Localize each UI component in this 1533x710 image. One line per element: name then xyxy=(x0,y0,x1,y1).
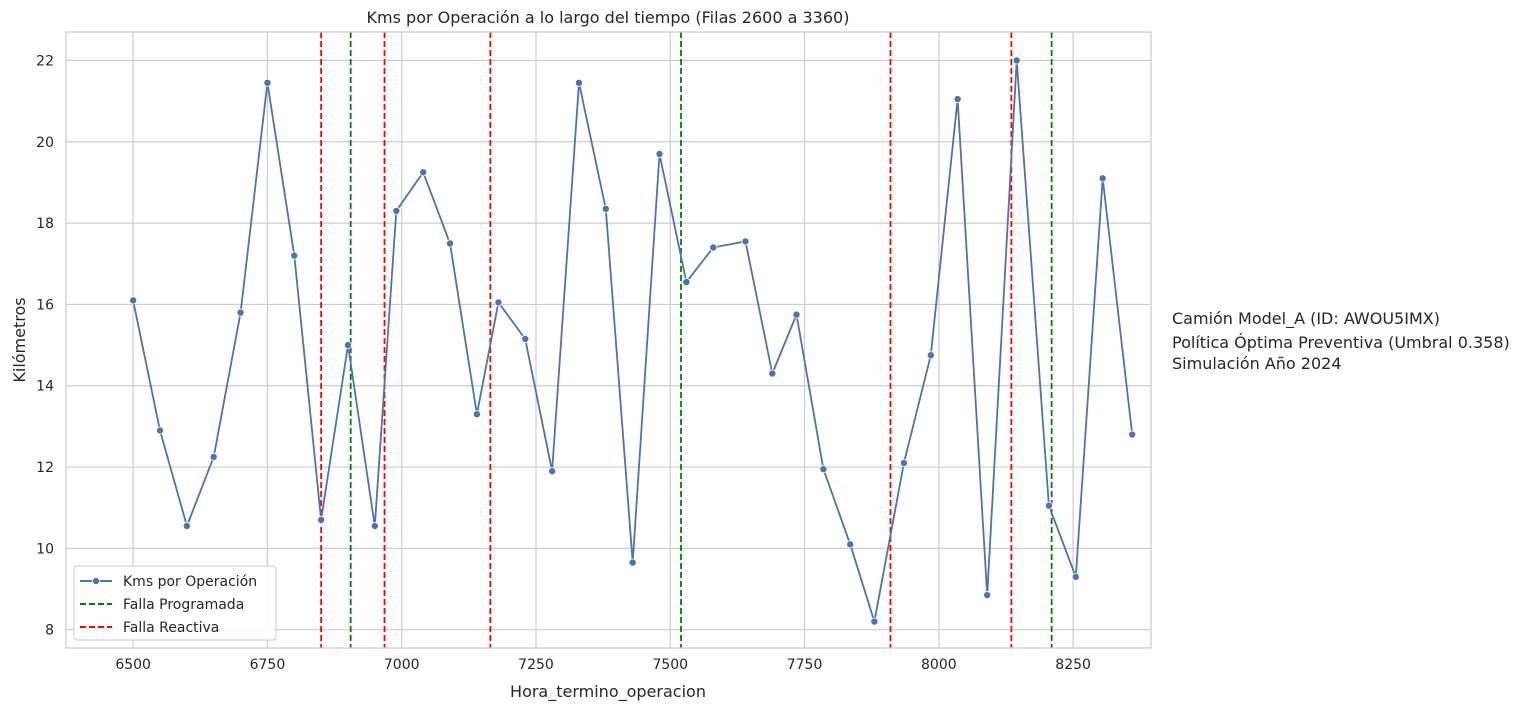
plot-frame xyxy=(65,31,1152,649)
data-point xyxy=(209,452,218,461)
x-tick-labels: 6500 6750 7000 7250 7500 7750 8000 8250 xyxy=(115,657,1091,673)
data-point xyxy=(263,78,272,87)
data-point xyxy=(682,278,691,287)
data-point xyxy=(792,310,801,319)
data-point xyxy=(741,237,750,246)
x-tick-label: 6500 xyxy=(115,657,151,673)
data-point xyxy=(628,558,637,567)
legend-entry-programada: Falla Programada xyxy=(80,597,244,613)
y-tick-label: 10 xyxy=(36,541,54,557)
data-point xyxy=(601,204,610,213)
x-tick-label: 7750 xyxy=(787,657,823,673)
data-point xyxy=(290,251,299,260)
data-point xyxy=(1012,56,1021,65)
legend-programada-label: Falla Programada xyxy=(123,597,244,613)
data-point xyxy=(846,540,855,549)
data-point xyxy=(472,410,481,419)
legend-reactiva-label: Falla Reactiva xyxy=(123,620,219,636)
y-tick-label: 14 xyxy=(36,379,54,395)
data-point xyxy=(819,465,828,474)
y-tick-label: 16 xyxy=(36,297,54,313)
data-point xyxy=(182,522,191,531)
legend-series-marker-icon xyxy=(92,577,101,586)
data-point xyxy=(709,243,718,252)
x-tick-label: 7250 xyxy=(518,657,554,673)
data-point xyxy=(899,458,908,467)
data-point xyxy=(129,296,138,305)
annotation-line-3: Simulación Año 2024 xyxy=(1172,354,1342,373)
data-point xyxy=(370,522,379,531)
data-point xyxy=(155,426,164,435)
annotation-line-2: Política Óptima Preventiva (Umbral 0.358… xyxy=(1172,333,1510,352)
data-point xyxy=(548,467,557,476)
legend-box xyxy=(73,565,277,641)
y-tick-label: 22 xyxy=(36,53,54,69)
data-point xyxy=(1128,430,1137,439)
data-point xyxy=(343,341,352,350)
series-kms xyxy=(129,56,1137,626)
data-point xyxy=(236,308,245,317)
x-axis-label: Hora_termino_operacion xyxy=(510,682,706,702)
y-axis-label: Kilómetros xyxy=(10,297,29,382)
legend-entry-reactiva: Falla Reactiva xyxy=(80,620,219,636)
x-tick-label: 7500 xyxy=(652,657,688,673)
data-point xyxy=(446,239,455,248)
x-tick-label: 6750 xyxy=(250,657,286,673)
data-point xyxy=(953,95,962,104)
x-tick-label: 8000 xyxy=(921,657,957,673)
y-tick-label: 8 xyxy=(45,623,54,639)
y-tick-label: 12 xyxy=(36,460,54,476)
y-tick-label: 18 xyxy=(36,216,54,232)
y-tick-labels: 8 10 12 14 16 18 20 22 xyxy=(36,53,54,638)
series-line xyxy=(132,59,1134,623)
y-tick-label: 20 xyxy=(36,135,54,151)
data-point xyxy=(655,149,664,158)
data-point xyxy=(392,206,401,215)
legend-series-label: Kms por Operación xyxy=(123,574,257,590)
data-point xyxy=(494,298,503,307)
data-point xyxy=(419,168,428,177)
x-tick-label: 8250 xyxy=(1055,657,1091,673)
data-point xyxy=(1071,572,1080,581)
data-point xyxy=(768,369,777,378)
data-point xyxy=(926,351,935,360)
legend-entry-series: Kms por Operación xyxy=(80,574,257,590)
data-point xyxy=(1044,501,1053,510)
data-point xyxy=(574,78,583,87)
info-annotation: Camión Model_A (ID: AWOU5IMX) Política Ó… xyxy=(1172,309,1510,373)
data-point xyxy=(1098,174,1107,183)
legend: Kms por Operación Falla Programada Falla… xyxy=(73,565,277,641)
data-point xyxy=(870,617,879,626)
x-tick-label: 7000 xyxy=(384,657,420,673)
data-point xyxy=(317,515,326,524)
data-point xyxy=(983,591,992,600)
annotation-line-1: Camión Model_A (ID: AWOU5IMX) xyxy=(1172,309,1440,329)
chart-title: Kms por Operación a lo largo del tiempo … xyxy=(367,8,850,27)
data-point xyxy=(521,334,530,343)
